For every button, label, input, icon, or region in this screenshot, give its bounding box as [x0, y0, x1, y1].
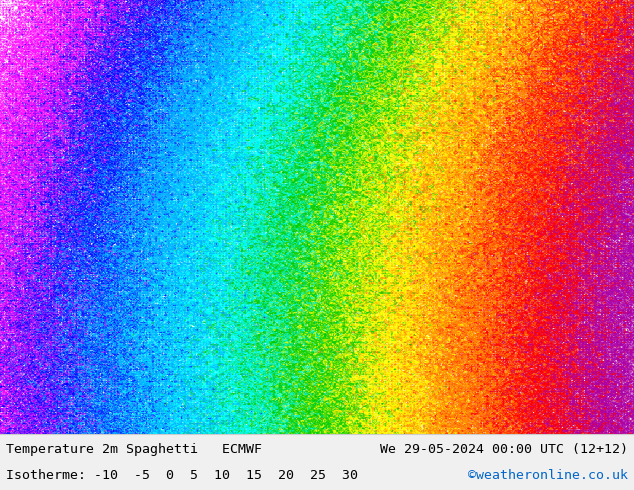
Bar: [0, 434, 634, 490]
Text: Isotherme: -10  -5  0  5  10  15  20  25  30: Isotherme: -10 -5 0 5 10 15 20 25 30: [6, 469, 358, 483]
Text: ©weatheronline.co.uk: ©weatheronline.co.uk: [468, 469, 628, 483]
Text: Temperature 2m Spaghetti   ECMWF: Temperature 2m Spaghetti ECMWF: [6, 443, 262, 456]
Text: We 29-05-2024 00:00 UTC (12+12): We 29-05-2024 00:00 UTC (12+12): [380, 443, 628, 456]
